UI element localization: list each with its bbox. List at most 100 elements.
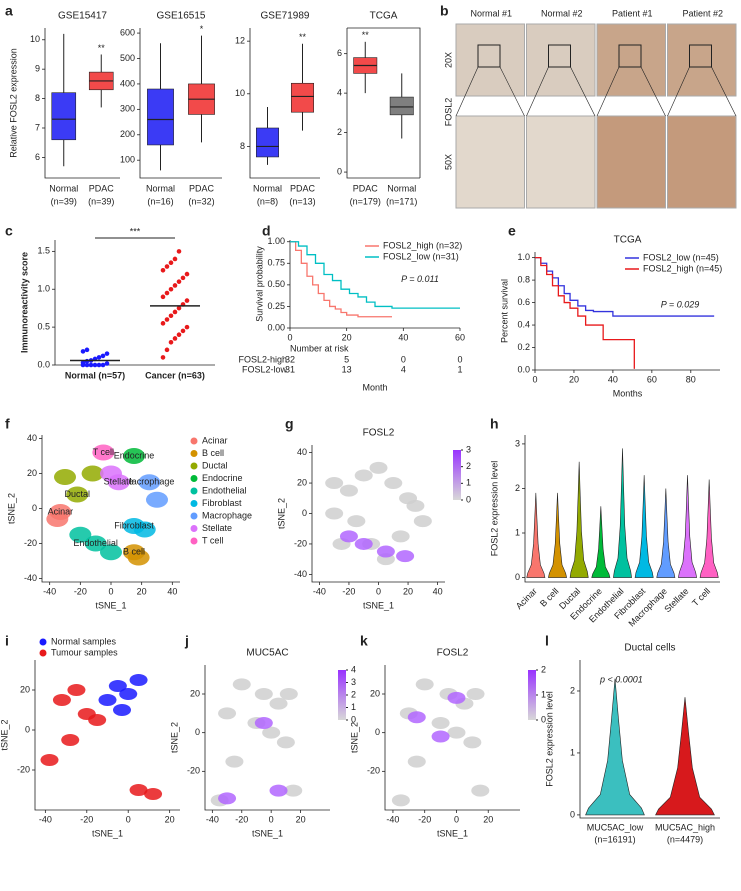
cluster-label: Endocrine [114, 450, 155, 460]
zoom-line [526, 66, 549, 117]
significance: ** [98, 43, 106, 53]
risk-value: 5 [344, 354, 349, 364]
dot [80, 360, 86, 366]
axis-line [249, 28, 320, 179]
dot [168, 286, 174, 292]
y-tick-label: 2 [337, 127, 342, 137]
y-tick-label: -20 [17, 764, 30, 774]
violin [569, 461, 589, 578]
n-label: (n=16191) [594, 834, 635, 844]
axis-line [524, 435, 720, 583]
box [389, 96, 414, 116]
chart-box: 8 10 12 GSE71989 Normal (n=8) PDAC (n=13) ** [235, 11, 320, 206]
significance: *** [130, 226, 141, 236]
cell-cluster [100, 544, 122, 561]
annotation: P = 0.011 [401, 274, 439, 284]
micrograph-20x [526, 23, 596, 97]
cell-cluster [369, 461, 388, 474]
y-tick-label: 0 [195, 727, 200, 737]
x-tick-label: -20 [342, 586, 355, 596]
colorbar-label: 1 [541, 689, 546, 699]
cell-cluster [254, 688, 273, 700]
x-axis-label: tSNE_1 [363, 600, 394, 610]
violin [678, 475, 697, 578]
risk-value: 0 [457, 354, 462, 364]
cell-cluster [92, 444, 115, 461]
cell-cluster [88, 714, 107, 726]
dot [164, 264, 170, 269]
y-tick-label: 20 [20, 684, 30, 694]
y-tick-label: 600 [120, 27, 135, 37]
x-tick-label: 20 [403, 586, 413, 596]
x-category-label: MUC5AC_high [655, 822, 715, 832]
panel-label: f [5, 416, 10, 432]
x-category-label: PDAC [189, 183, 215, 193]
cell-cluster [81, 465, 104, 482]
column-label: Patient #2 [682, 8, 723, 18]
micrograph-50x [667, 115, 737, 209]
micrograph-20x [667, 23, 737, 97]
axis-line [54, 240, 215, 366]
y-tick-label: 8 [35, 93, 40, 103]
dot [176, 305, 182, 311]
cell-cluster [463, 736, 482, 749]
cell-cluster [269, 697, 288, 710]
cell-cluster [407, 755, 426, 768]
legend-swatch [39, 638, 47, 646]
cluster-label: Acinar [48, 506, 74, 516]
zoom-box [548, 44, 571, 68]
survival-curve [535, 256, 635, 369]
cluster-label: B cell [123, 547, 145, 557]
x-category-label: Normal (n=57) [65, 370, 125, 380]
cell-cluster [146, 491, 168, 508]
micrograph-20x [455, 23, 525, 97]
y-tick-label: 1.5 [37, 246, 50, 256]
y-tick-label: 0.00 [267, 322, 285, 332]
colorbar-label: 2 [466, 461, 471, 471]
cell-cluster [127, 549, 150, 566]
cluster-label: T cell [93, 447, 114, 457]
y-tick-label: 0.2 [517, 342, 530, 352]
cluster-label: Macrophage [124, 477, 174, 487]
violin [699, 479, 719, 578]
dot [172, 256, 178, 262]
panel-label: e [508, 223, 516, 239]
zoom-line [499, 66, 525, 117]
cell-cluster [129, 784, 148, 796]
legend-swatch [190, 450, 198, 457]
cell-cluster [391, 530, 410, 543]
dot [92, 362, 98, 368]
row-label: 20X [443, 52, 453, 68]
n-label: (n=179) [350, 196, 381, 206]
cell-cluster [100, 465, 122, 482]
chart-tsne: i -20 0 20 -40 -20 0 20 tSNE_2 tSNE_1 Normal sampl… [0, 633, 180, 838]
significance: ** [362, 30, 370, 40]
cell-cluster [466, 688, 485, 700]
cell-cluster [406, 499, 425, 512]
chart-title: FOSL2 [437, 648, 469, 659]
axis-line [139, 28, 222, 179]
y-tick-label: 20 [27, 468, 37, 478]
cell-cluster [279, 688, 298, 700]
cell-cluster [339, 484, 358, 497]
y-tick-label: 0 [375, 727, 380, 737]
axis-frame [347, 27, 421, 178]
legend-label: Macrophage [202, 510, 252, 520]
legend-label: Endothelial [202, 485, 247, 495]
micrograph-50x [455, 115, 525, 209]
y-tick-label: 200 [120, 129, 135, 139]
x-tick-label: 0 [454, 814, 459, 824]
cluster-label: Ductal [65, 489, 91, 499]
legend-label: T cell [202, 535, 223, 545]
cell-cluster [407, 711, 426, 724]
column-label: Patient #1 [612, 8, 653, 18]
dot [88, 362, 94, 368]
cluster-label: Endothelial [73, 538, 118, 548]
chart-tsne: f -40 -20 0 20 40 -40 -20 0 20 40 tSNE_2 tSNE_1 Acina… [5, 416, 252, 611]
x-tick-label: -20 [80, 814, 93, 824]
dot [100, 362, 106, 368]
cell-cluster [269, 784, 288, 797]
